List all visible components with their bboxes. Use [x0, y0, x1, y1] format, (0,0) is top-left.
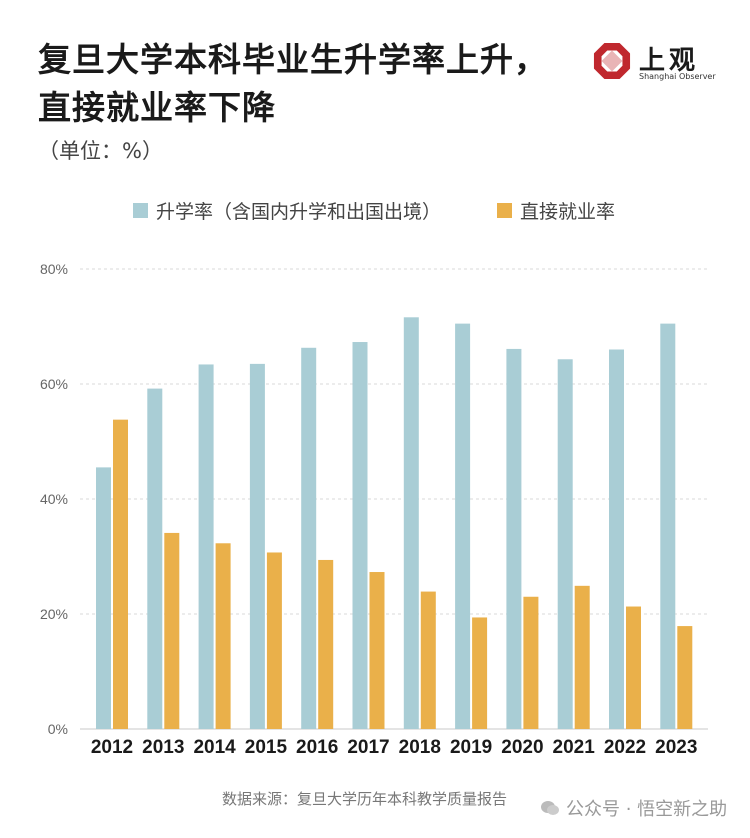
bar-employment-2021: [574, 585, 590, 729]
y-tick-label: 0%: [48, 721, 68, 737]
bar-further-study-2014: [198, 364, 214, 729]
bar-further-study-2022: [609, 349, 624, 729]
chart-legend: 升学率（含国内升学和出国出境） 直接就业率: [0, 197, 750, 227]
x-tick-label-2012: 2012: [91, 737, 133, 758]
x-tick-label-2017: 2017: [347, 737, 389, 758]
x-tick-label-2022: 2022: [604, 737, 646, 758]
legend-item-employment: 直接就业率: [497, 197, 615, 224]
bar-employment-2022: [626, 606, 641, 729]
wechat-icon: [541, 801, 559, 815]
logo-mark-icon: [593, 42, 631, 80]
x-tick-label-2019: 2019: [450, 737, 492, 758]
x-tick-label-2015: 2015: [245, 737, 288, 758]
legend-item-further-study: 升学率（含国内升学和出国出境）: [133, 197, 441, 224]
x-tick-label-2018: 2018: [399, 737, 441, 758]
bar-further-study-2023: [660, 323, 676, 729]
bar-employment-2017: [369, 572, 385, 729]
bar-employment-2015: [266, 552, 282, 729]
bar-further-study-2021: [557, 359, 573, 729]
x-tick-label-2013: 2013: [142, 737, 184, 758]
bar-employment-2014: [215, 543, 231, 729]
bar-further-study-2012: [96, 467, 111, 729]
bar-employment-2020: [523, 596, 539, 729]
x-tick-label-2014: 2014: [193, 737, 236, 758]
bar-employment-2023: [677, 626, 693, 729]
legend-swatch-employment: [497, 203, 512, 218]
bar-further-study-2015: [249, 363, 265, 729]
bar-employment-2012: [113, 419, 128, 729]
legend-swatch-further-study: [133, 203, 148, 218]
bar-further-study-2017: [352, 342, 368, 729]
legend-label-further-study: 升学率（含国内升学和出国出境）: [156, 201, 442, 223]
x-tick-label-2023: 2023: [655, 737, 697, 758]
bar-employment-2016: [318, 559, 334, 729]
y-tick-label: 20%: [40, 606, 68, 622]
bar-chart: 0% 20% 40% 60% 80% 2012 2013 2014 2015 2016 2017 20…: [40, 261, 708, 758]
x-tick-label-2016: 2016: [296, 737, 338, 758]
watermark-text: 公众号 · 悟空新之助: [566, 799, 728, 820]
bar-employment-2019: [472, 617, 488, 729]
y-tick-label: 80%: [40, 261, 68, 277]
bar-further-study-2019: [455, 323, 471, 729]
bar-further-study-2016: [301, 347, 317, 729]
x-tick-label-2020: 2020: [501, 737, 543, 758]
y-tick-label: 40%: [40, 491, 68, 507]
bar-further-study-2018: [403, 317, 419, 729]
bar-employment-2013: [164, 532, 180, 729]
logo-subtitle: Shanghai Observer: [639, 72, 716, 81]
y-tick-label: 60%: [40, 376, 68, 392]
legend-label-employment: 直接就业率: [520, 201, 616, 223]
unit-label: （单位：%）: [38, 139, 163, 163]
shanghai-observer-logo: 上观 Shanghai Observer: [593, 40, 723, 88]
x-tick-label-2021: 2021: [553, 737, 596, 758]
bar-further-study-2013: [147, 388, 163, 729]
source-note: 数据来源：复旦大学历年本科教学质量报告: [222, 790, 508, 808]
logo-name: 上观: [639, 46, 700, 76]
chart-title: 复旦大学本科毕业生升学率上升，直接就业率下降: [38, 40, 548, 127]
bar-employment-2018: [420, 591, 436, 729]
bar-further-study-2020: [506, 348, 522, 729]
wechat-watermark: 公众号 · 悟空新之助: [540, 795, 727, 821]
